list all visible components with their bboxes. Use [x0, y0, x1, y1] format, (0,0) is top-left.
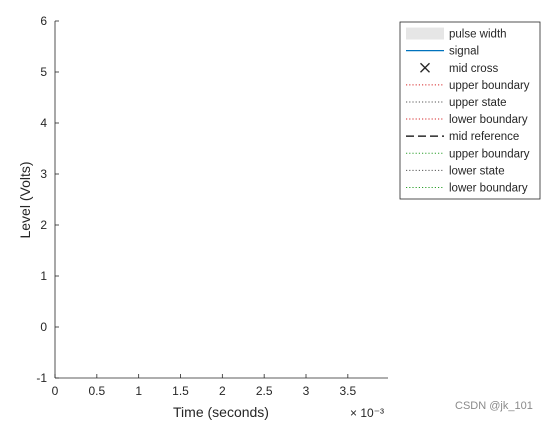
x-tick-label: 0	[52, 384, 59, 398]
y-tick-label: -1	[36, 371, 47, 385]
y-tick-label: 0	[40, 320, 47, 334]
legend-label: upper boundary	[449, 148, 530, 160]
legend-swatch	[406, 27, 444, 40]
watermark: CSDN @jk_101	[455, 400, 533, 412]
legend-entry: upper state	[406, 97, 507, 109]
legend-entry: lower state	[406, 165, 505, 177]
legend: pulse width signal mid cross upper boundary…	[399, 21, 541, 200]
legend-entry: mid reference	[406, 131, 519, 143]
legend-label: signal	[449, 46, 479, 58]
y-tick-label: 4	[40, 116, 47, 130]
legend-entry: signal	[406, 46, 479, 58]
x-tick-label: 0.5	[88, 384, 105, 398]
legend-label: mid cross	[449, 63, 498, 75]
legend-label: lower boundary	[449, 114, 528, 126]
legend-box	[399, 21, 541, 200]
x-tick-label: 1.5	[172, 384, 189, 398]
x-tick-label: 3	[303, 384, 310, 398]
legend-label: pulse width	[449, 29, 507, 41]
x-tick-label: 2.5	[256, 384, 273, 398]
legend-entry: pulse width	[406, 27, 507, 41]
legend-entry: lower boundary	[406, 114, 528, 126]
legend-label: lower boundary	[449, 182, 528, 194]
y-tick-label: 3	[40, 167, 47, 181]
y-tick-label: 5	[40, 65, 47, 79]
legend-entry: mid cross	[420, 62, 498, 75]
axis-ticks: 0 0.5 1 1.5 2 2.5 3 3.5 -1 0 1 2 3 4 5 6	[36, 14, 356, 398]
legend-entry: upper boundary	[406, 80, 530, 92]
x-tick-label: 1	[135, 384, 142, 398]
legend-entry: upper boundary	[406, 148, 530, 160]
legend-swatch	[420, 62, 430, 73]
legend-entry: lower boundary	[406, 182, 528, 194]
x-exponent-label: × 10⁻³	[350, 406, 384, 420]
legend-label: mid reference	[449, 131, 519, 143]
x-axis-label: Time (seconds)	[173, 404, 269, 420]
x-tick-label: 2	[219, 384, 226, 398]
y-axis-label: Level (Volts)	[17, 161, 33, 238]
legend-label: upper boundary	[449, 80, 530, 92]
legend-label: lower state	[449, 165, 505, 177]
legend-label: upper state	[449, 97, 507, 109]
plot-area	[55, 21, 388, 378]
y-tick-label: 6	[40, 14, 47, 28]
x-tick-label: 3.5	[339, 384, 356, 398]
y-tick-label: 2	[40, 218, 47, 232]
y-tick-label: 1	[40, 269, 47, 283]
axes	[54, 21, 388, 379]
